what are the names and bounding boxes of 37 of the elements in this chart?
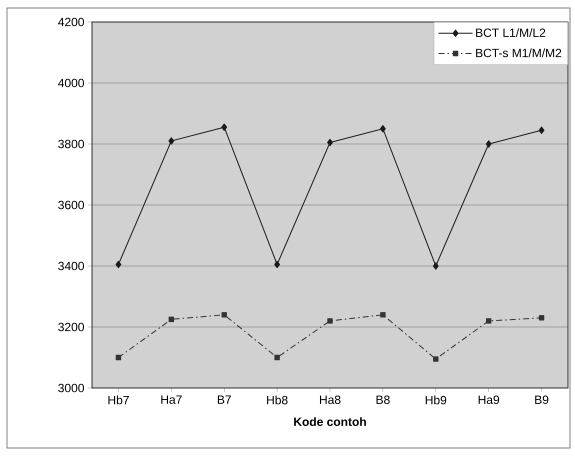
x-tick-label: Hb8	[267, 396, 288, 404]
x-axis-title: Kode contoh	[294, 417, 366, 426]
x-tick-label: B9	[535, 396, 548, 404]
point	[538, 315, 544, 321]
x-tick-label: Hb9	[426, 396, 446, 404]
point	[222, 312, 227, 318]
point	[380, 312, 386, 318]
x-tick-label: B7	[218, 396, 231, 404]
point	[327, 318, 333, 324]
point	[432, 262, 439, 270]
point	[168, 316, 174, 322]
point	[380, 125, 386, 132]
point	[168, 137, 174, 145]
x-tick-label: B8	[376, 396, 390, 404]
x-tick-label: Ha8	[320, 396, 340, 404]
y-tick-label: 4000	[58, 78, 84, 88]
legend-label: BCT L1/M/L2	[476, 28, 546, 38]
y-tick-label: 3000	[58, 384, 84, 392]
point	[538, 126, 544, 134]
y-tick-label: 3600	[58, 200, 84, 210]
legend-label: BCT-s M1/M/M2	[476, 48, 562, 58]
point	[433, 356, 438, 362]
point	[327, 138, 333, 146]
point	[274, 354, 280, 360]
point	[486, 318, 492, 324]
x-tick-label: Hb7	[108, 396, 129, 404]
point	[274, 260, 280, 268]
point	[486, 140, 492, 148]
point	[221, 124, 228, 131]
y-tick-label: 3800	[58, 140, 84, 148]
y-tick-label: 3400	[58, 262, 84, 270]
x-tick-label: Ha7	[161, 396, 182, 404]
y-tick-label: 4200	[58, 18, 84, 26]
x-tick-label: Ha9	[478, 396, 500, 404]
point	[116, 260, 122, 268]
y-tick-label: 3200	[58, 322, 84, 332]
point	[116, 354, 122, 360]
